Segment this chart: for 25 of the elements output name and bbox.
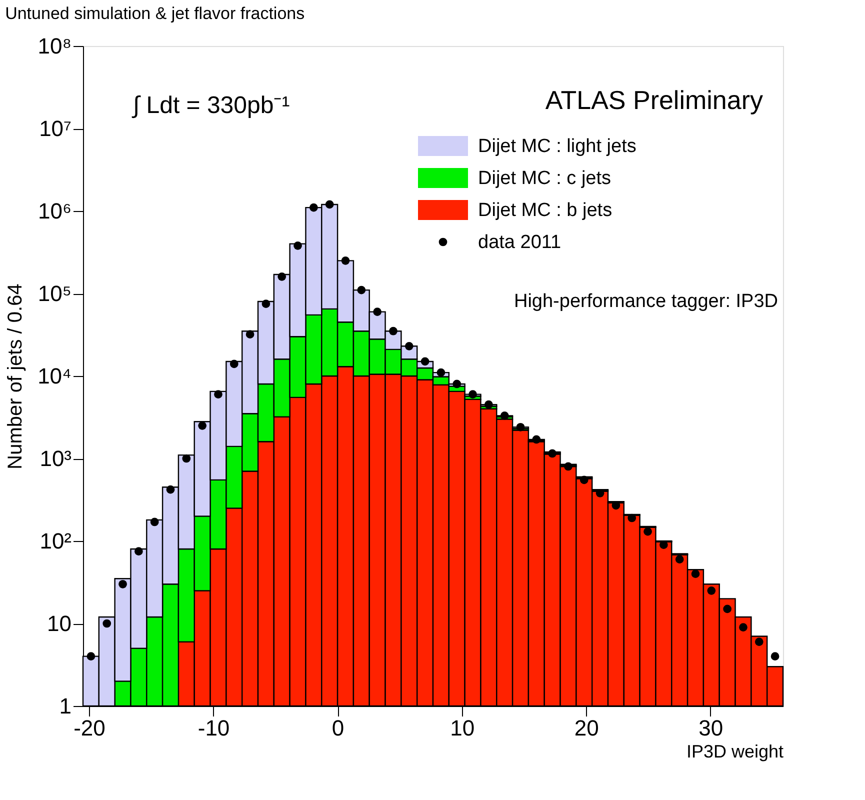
y-axis-title: Number of jets / 0.64 — [4, 284, 27, 470]
legend-label: data 2011 — [478, 232, 562, 253]
y-tick-label: 10⁶ — [38, 198, 72, 224]
y-tick-label: 10⁴ — [38, 364, 72, 388]
y-tick-label: 10⁸ — [38, 34, 72, 58]
legend-label: Dijet MC : light jets — [478, 136, 636, 157]
y-tick-label: 10⁵ — [38, 281, 72, 306]
x-tick-label: 30 — [698, 716, 724, 740]
y-tick-label: 10⁷ — [39, 116, 72, 141]
x-tick-label: 0 — [332, 716, 344, 740]
x-axis-title: IP3D weight — [686, 742, 784, 762]
x-tick-label: 20 — [574, 716, 599, 740]
annotation: ATLAS Preliminary — [545, 85, 763, 115]
annotation: High-performance tagger: IP3D — [514, 291, 778, 312]
y-tick-label: 10² — [40, 528, 72, 554]
x-tick-label: -20 — [74, 716, 106, 740]
x-tick-label: -10 — [198, 716, 230, 740]
y-tick-label: 1 — [59, 694, 72, 718]
y-tick-label: 10 — [47, 611, 72, 636]
legend-label: Dijet MC : b jets — [478, 200, 612, 221]
annotation: ∫ Ldt = 330pb⁻¹ — [131, 92, 290, 119]
chart-title: Untuned simulation & jet flavor fractions — [5, 4, 305, 23]
y-tick-label: 10³ — [40, 446, 72, 471]
legend-label: Dijet MC : c jets — [478, 168, 612, 189]
x-tick-label: 10 — [450, 716, 475, 740]
